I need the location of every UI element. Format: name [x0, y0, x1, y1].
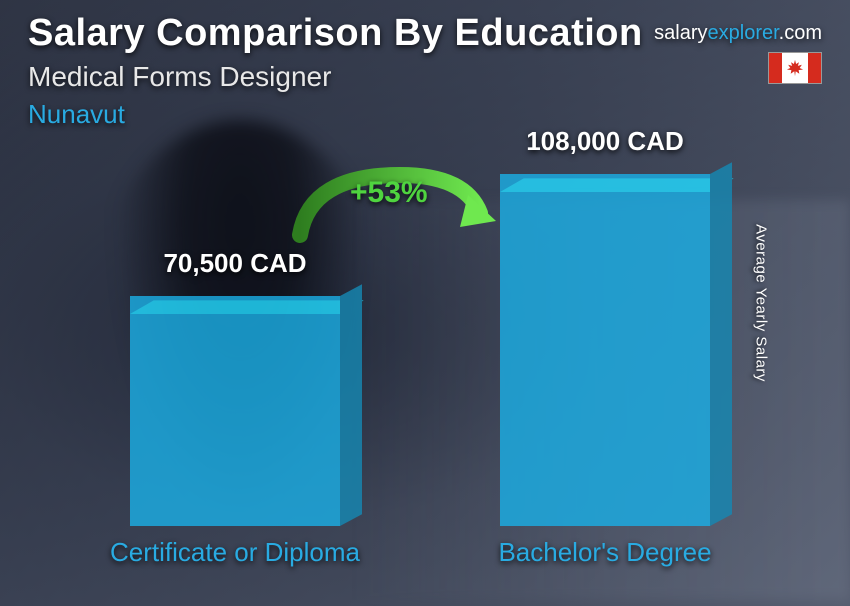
brand-part1: salary: [654, 22, 707, 44]
category-label-1: Certificate or Diploma: [75, 537, 395, 568]
brand-logo: salaryexplorer.com: [654, 22, 822, 45]
bar3d-1: [130, 296, 340, 526]
bar-top-1: [130, 300, 364, 314]
bar-side-2: [710, 162, 732, 526]
category-label-2: Bachelor's Degree: [445, 537, 765, 568]
flag-center: [782, 53, 808, 83]
bar-front-2: [500, 174, 710, 526]
bar-value-label-2: 108,000 CAD: [470, 126, 740, 157]
bar-bachelor: 108,000 CAD: [500, 174, 710, 526]
chart-area: 70,500 CAD 108,000 CAD Certificate or Di…: [40, 160, 790, 576]
country-flag-canada: [768, 52, 822, 84]
brand-part2: explorer: [708, 22, 779, 44]
flag-stripe-right: [808, 53, 821, 83]
maple-leaf-icon: [786, 59, 804, 77]
brand-part3: .com: [779, 22, 822, 44]
bar-certificate: 70,500 CAD: [130, 296, 340, 526]
bar3d-2: [500, 174, 710, 526]
bar-side-1: [340, 284, 362, 526]
flag-stripe-left: [769, 53, 782, 83]
bar-value-label-1: 70,500 CAD: [100, 248, 370, 279]
bar-front-1: [130, 296, 340, 526]
job-title: Medical Forms Designer: [28, 61, 822, 93]
bar-top-2: [500, 178, 734, 192]
